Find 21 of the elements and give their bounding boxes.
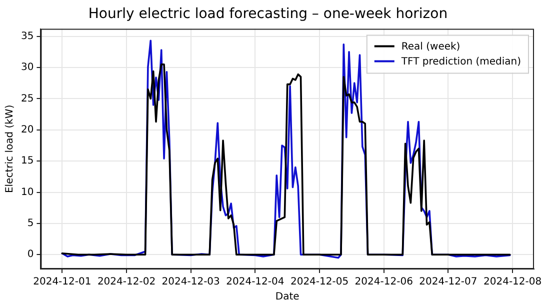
x-axis-title: Date	[275, 292, 300, 303]
y-tick-label: 35	[20, 30, 34, 42]
x-tick-label: 2024-12-07	[419, 276, 478, 288]
x-tick-label: 2024-12-04	[226, 276, 284, 288]
legend-label: Real (week)	[401, 41, 460, 52]
x-tick-label: 2024-12-06	[354, 276, 413, 288]
y-tick-label: 20	[20, 124, 34, 136]
y-axis-title: Electric load (kW)	[4, 104, 16, 194]
y-tick-label: 0	[27, 249, 34, 260]
y-tick-label: 15	[20, 156, 34, 167]
x-tick-label: 2024-12-01	[33, 276, 92, 288]
y-tick-label: 5	[27, 218, 34, 230]
x-tick-label: 2024-12-05	[290, 276, 349, 288]
y-tick-label: 30	[20, 62, 34, 74]
legend-label: TFT prediction (median)	[400, 56, 522, 68]
y-tick-label: 10	[20, 186, 34, 198]
x-tick-label: 2024-12-08	[483, 276, 542, 288]
x-tick-label: 2024-12-02	[97, 276, 156, 288]
y-tick-label: 25	[20, 93, 34, 104]
x-tick-label: 2024-12-03	[162, 276, 220, 288]
chart-title: Hourly electric load forecasting – one-week horizon	[88, 6, 448, 22]
